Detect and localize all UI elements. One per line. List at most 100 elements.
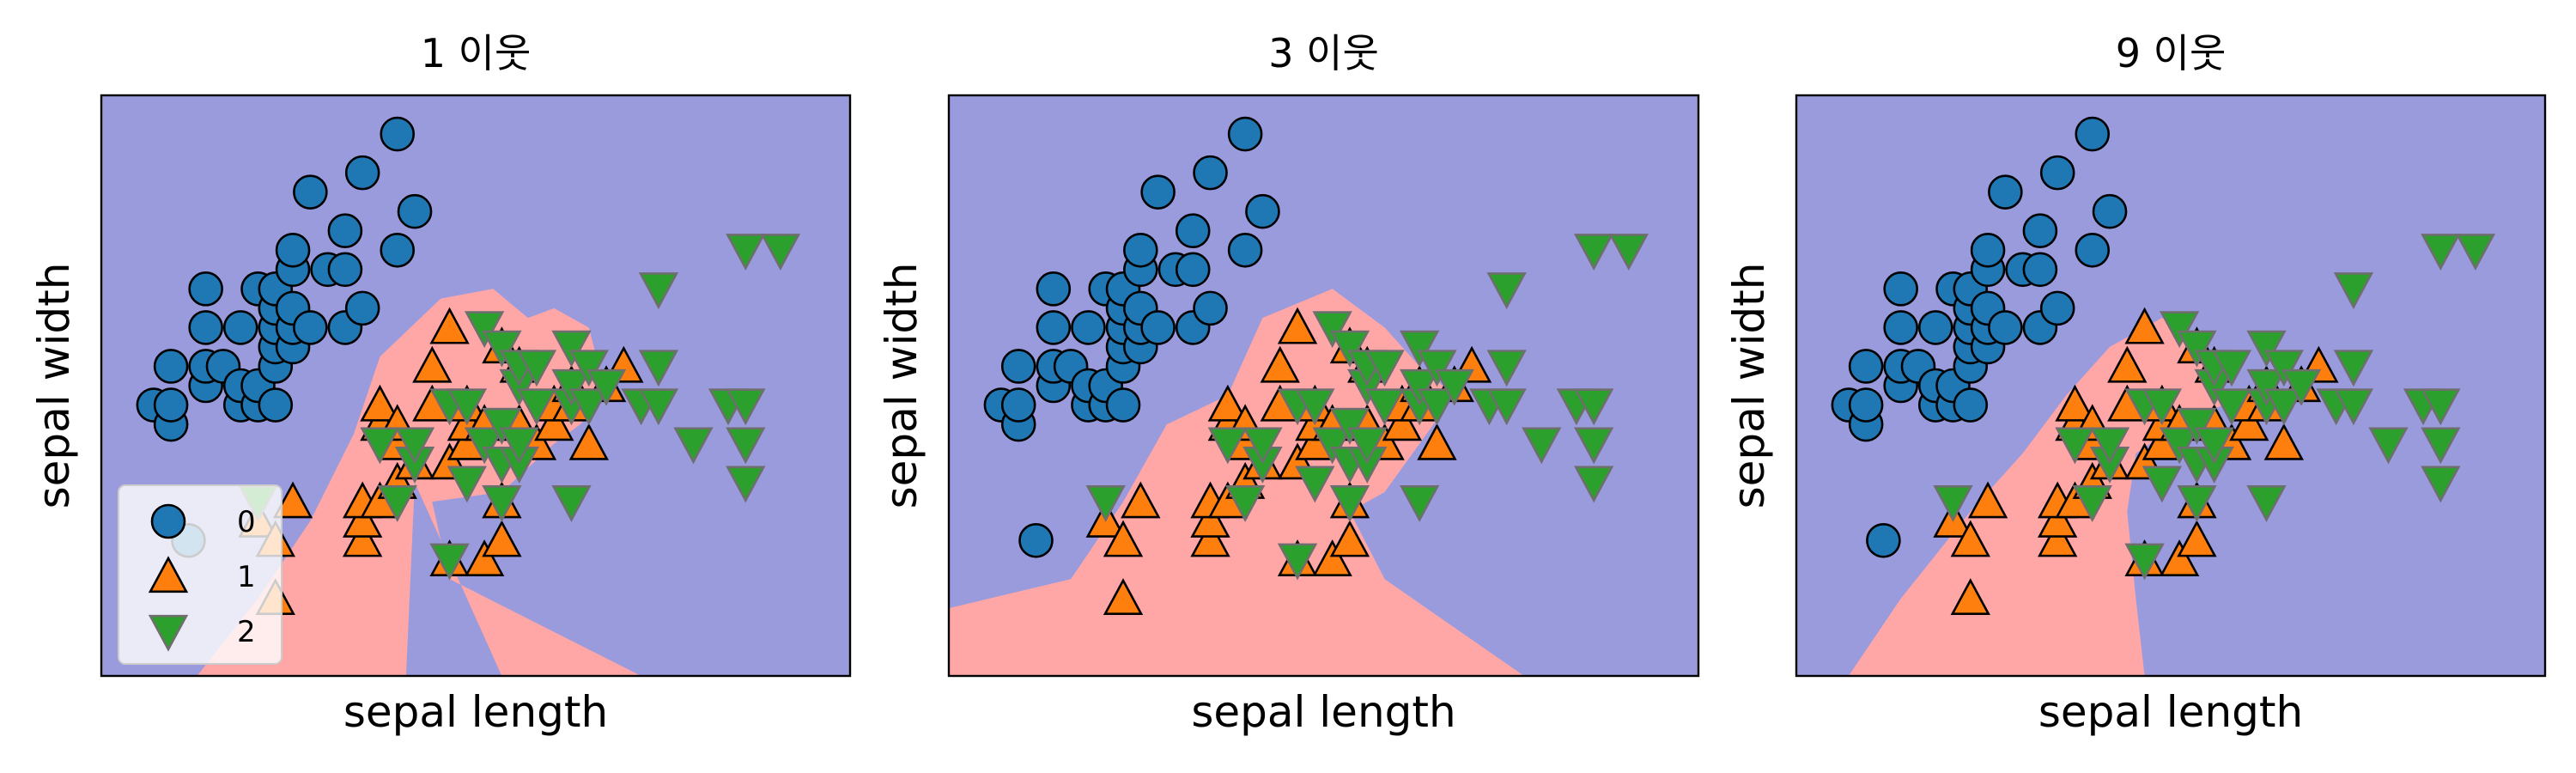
data-point-class-0 bbox=[2022, 252, 2058, 288]
data-point-class-1 bbox=[2107, 345, 2148, 383]
axes-frame bbox=[947, 94, 1700, 678]
x-axis-label: sepal length bbox=[1191, 687, 1455, 737]
data-point-class-1 bbox=[343, 520, 383, 557]
y-axis-label: sepal width bbox=[1724, 263, 1774, 509]
data-point-class-1 bbox=[1121, 481, 1161, 519]
legend: 0 1 2 bbox=[118, 484, 283, 665]
data-point-class-2 bbox=[464, 311, 505, 349]
data-point-class-0 bbox=[327, 213, 363, 249]
data-point-class-0 bbox=[1193, 155, 1228, 191]
data-point-class-1 bbox=[1950, 520, 1990, 557]
data-point-class-1 bbox=[1950, 578, 1990, 616]
data-point-class-2 bbox=[1312, 311, 1352, 349]
data-point-class-0 bbox=[380, 232, 416, 268]
legend-marker-2 bbox=[148, 614, 189, 652]
data-point-class-0 bbox=[258, 387, 294, 423]
data-point-class-1 bbox=[1277, 307, 1318, 344]
data-point-class-1 bbox=[1190, 520, 1230, 557]
axes-frame bbox=[1795, 94, 2547, 678]
data-point-class-0 bbox=[1245, 193, 1280, 229]
data-point-class-0 bbox=[1105, 387, 1141, 423]
data-point-class-1 bbox=[2124, 307, 2165, 344]
data-point-class-2 bbox=[1417, 388, 1457, 426]
data-point-class-1 bbox=[534, 404, 574, 441]
data-point-class-1 bbox=[482, 520, 522, 557]
subplot-title: 1 이웃 bbox=[421, 30, 532, 76]
data-point-class-0 bbox=[1193, 290, 1228, 326]
x-axis-label: sepal length bbox=[343, 687, 608, 737]
data-point-class-2 bbox=[1329, 407, 1370, 445]
data-point-class-2 bbox=[2246, 485, 2287, 522]
data-point-class-0 bbox=[344, 290, 380, 326]
data-point-class-2 bbox=[516, 388, 557, 426]
data-point-class-2 bbox=[1574, 234, 1614, 271]
data-point-class-0 bbox=[275, 232, 311, 268]
data-point-class-0 bbox=[1970, 232, 2006, 268]
data-point-class-0 bbox=[2039, 290, 2075, 326]
data-point-class-0 bbox=[1071, 310, 1106, 345]
data-point-class-0 bbox=[1036, 310, 1072, 345]
data-point-class-1 bbox=[1260, 345, 1300, 383]
data-point-class-2 bbox=[568, 388, 609, 426]
data-point-class-1 bbox=[412, 345, 453, 383]
data-point-class-1 bbox=[2177, 520, 2217, 557]
data-point-class-0 bbox=[1848, 349, 1884, 384]
data-point-class-2 bbox=[2333, 388, 2374, 426]
data-point-class-0 bbox=[1036, 271, 1072, 307]
data-point-class-2 bbox=[482, 330, 522, 368]
data-point-class-2 bbox=[1242, 427, 1283, 465]
data-point-class-2 bbox=[2281, 368, 2322, 406]
data-point-class-2 bbox=[1522, 427, 1562, 465]
data-point-class-2 bbox=[2246, 330, 2287, 368]
data-point-class-2 bbox=[1399, 485, 1440, 522]
data-point-class-2 bbox=[1364, 350, 1405, 387]
data-point-class-2 bbox=[2211, 350, 2252, 387]
data-point-class-0 bbox=[1883, 271, 1918, 307]
data-point-class-0 bbox=[188, 310, 223, 345]
data-point-class-0 bbox=[1000, 349, 1036, 384]
data-point-class-2 bbox=[2333, 350, 2374, 387]
data-point-class-0 bbox=[1866, 522, 1901, 558]
data-point-class-2 bbox=[2211, 388, 2252, 426]
data-point-class-1 bbox=[1967, 481, 2008, 519]
data-point-class-2 bbox=[638, 272, 679, 310]
data-point-class-1 bbox=[1417, 423, 1457, 460]
data-point-class-2 bbox=[429, 543, 470, 581]
data-point-class-2 bbox=[2263, 350, 2304, 387]
data-point-class-2 bbox=[2263, 388, 2304, 426]
data-point-class-0 bbox=[1140, 310, 1176, 345]
data-point-class-0 bbox=[222, 310, 258, 345]
data-point-class-2 bbox=[2124, 543, 2165, 581]
data-point-class-1 bbox=[2055, 384, 2095, 422]
data-point-class-2 bbox=[726, 427, 766, 465]
data-point-class-1 bbox=[464, 539, 505, 576]
data-point-class-2 bbox=[551, 485, 592, 522]
y-axis-label: sepal width bbox=[29, 263, 79, 509]
data-point-class-2 bbox=[1277, 543, 1318, 581]
data-point-class-2 bbox=[1574, 388, 1614, 426]
data-point-class-0 bbox=[188, 271, 223, 307]
data-point-class-2 bbox=[394, 427, 435, 465]
data-point-class-2 bbox=[2142, 466, 2183, 503]
data-point-class-0 bbox=[2075, 116, 2111, 152]
data-point-class-0 bbox=[1227, 116, 1263, 152]
data-point-class-1 bbox=[360, 384, 400, 422]
data-point-class-0 bbox=[2075, 232, 2111, 268]
data-point-class-0 bbox=[293, 310, 328, 345]
axes-frame bbox=[100, 94, 852, 678]
data-point-class-2 bbox=[2455, 234, 2496, 271]
data-point-class-2 bbox=[2177, 485, 2217, 522]
data-point-class-1 bbox=[272, 481, 313, 519]
data-point-class-0 bbox=[1848, 387, 1884, 423]
data-point-class-2 bbox=[1574, 427, 1614, 465]
data-point-class-1 bbox=[2038, 500, 2078, 538]
data-point-class-2 bbox=[1933, 485, 1973, 522]
data-point-class-1 bbox=[2159, 539, 2200, 576]
data-point-class-2 bbox=[1434, 368, 1474, 406]
data-point-class-2 bbox=[482, 407, 522, 445]
subplot-3: 9 이웃 sepal length sepal width bbox=[1724, 30, 2547, 737]
data-point-class-2 bbox=[360, 427, 400, 465]
x-axis-label: sepal length bbox=[2038, 687, 2303, 737]
data-point-class-2 bbox=[551, 330, 592, 368]
data-point-class-1 bbox=[1382, 404, 1423, 441]
